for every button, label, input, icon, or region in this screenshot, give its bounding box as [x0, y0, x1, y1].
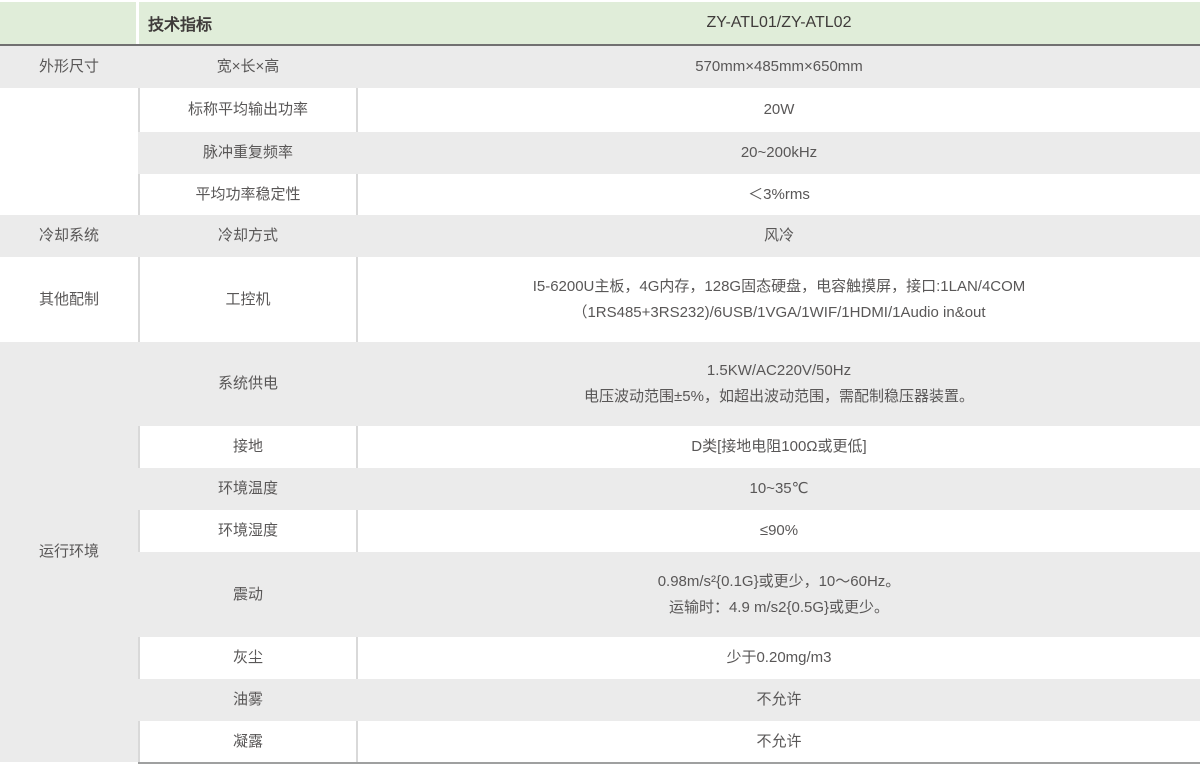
param-cell-text: 工控机	[225, 290, 271, 308]
header-model-cell: ZY-ATL01/ZY-ATL02	[358, 2, 1200, 44]
category-cell: 外形尺寸	[0, 46, 138, 88]
category-cell-text: 其他配制	[38, 290, 99, 308]
value-cell: 不允许	[358, 679, 1200, 721]
value-cell-text: ≤90%	[759, 522, 799, 539]
value-cell-text: D类[接地电阻100Ω或更低]	[691, 438, 867, 455]
table-header: 技术指标 ZY-ATL01/ZY-ATL02	[0, 2, 1200, 44]
param-cell: 宽×长×高	[138, 46, 358, 88]
param-cell-text: 震动	[232, 585, 263, 603]
param-cell-text: 凝露	[232, 732, 263, 750]
category-cell-text: 冷却系统	[38, 227, 99, 244]
param-cell-text: 宽×长×高	[216, 58, 280, 75]
param-cell-text: 系统供电	[217, 375, 278, 392]
value-cell-text: 20~200kHz	[740, 144, 818, 161]
value-cell-text: 0.98m/s²{0.1G}或更少，10～60Hz。	[657, 572, 901, 590]
value-cell-text: 10~35℃	[749, 480, 809, 497]
value-cell: 10~35℃	[358, 468, 1200, 510]
param-cell: 环境湿度	[138, 510, 358, 552]
param-cell: 震动	[138, 552, 358, 637]
value-cell: 20~200kHz	[358, 132, 1200, 174]
param-cell-text: 平均功率稳定性	[195, 185, 301, 203]
category-cell	[0, 88, 138, 215]
category-cell-text: 运行环境	[38, 543, 99, 560]
param-cell: 平均功率稳定性	[138, 174, 358, 215]
value-cell: 20W	[358, 88, 1200, 132]
value-cell: 570mm×485mm×650mm	[358, 46, 1200, 88]
param-cell: 冷却方式	[138, 215, 358, 257]
value-cell: D类[接地电阻100Ω或更低]	[358, 426, 1200, 468]
value-cell-text: ＜3%rms	[748, 185, 810, 203]
param-cell-text: 冷却方式	[217, 227, 278, 244]
param-cell-text: 脉冲重复频率	[202, 144, 293, 161]
category-cell: 运行环境	[0, 342, 138, 762]
value-cell-text: 1.5KW/AC220V/50Hz	[706, 362, 852, 379]
header-title-cell: 技术指标	[139, 2, 358, 44]
value-cell-text: 少于0.20mg/m3	[726, 649, 832, 666]
category-cell: 冷却系统	[0, 215, 138, 257]
param-cell: 工控机	[138, 257, 358, 342]
param-cell-text: 标称平均输出功率	[187, 101, 308, 118]
value-cell-text: 不允许	[756, 691, 802, 708]
category-cell: 其他配制	[0, 257, 138, 342]
param-cell: 脉冲重复频率	[138, 132, 358, 174]
table-title: 技术指标	[148, 17, 213, 34]
value-cell: 0.98m/s²{0.1G}或更少，10～60Hz。 运输时：4.9 m/s2{0…	[358, 552, 1200, 637]
param-cell-text: 灰尘	[232, 649, 263, 666]
param-cell: 标称平均输出功率	[138, 88, 358, 132]
value-cell: ＜3%rms	[358, 174, 1200, 215]
param-cell: 接地	[138, 426, 358, 468]
value-cell: ≤90%	[358, 510, 1200, 552]
param-cell: 凝露	[138, 721, 358, 762]
category-cell-text: 外形尺寸	[38, 58, 99, 75]
param-cell-text: 油雾	[232, 691, 263, 708]
param-cell-text: 环境湿度	[217, 522, 278, 539]
value-cell-text: 电压波动范围±5%，如超出波动范围，需配制稳压器装置。	[584, 388, 974, 405]
value-cell-text: 不允许	[756, 732, 802, 750]
value-cell-text: 运输时：4.9 m/s2{0.5G}或更少。	[668, 598, 890, 616]
param-cell-text: 环境温度	[217, 480, 278, 497]
value-cell: 风冷	[358, 215, 1200, 257]
value-cell-text: 570mm×485mm×650mm	[695, 58, 863, 75]
model-label: ZY-ATL01/ZY-ATL02	[706, 14, 852, 31]
param-cell: 环境温度	[138, 468, 358, 510]
param-cell: 油雾	[138, 679, 358, 721]
value-cell-text: 20W	[763, 101, 795, 118]
value-cell-text: I5-6200U主板，4G内存，128G固态硬盘，电容触摸屏，接口:1LAN/4…	[532, 277, 1026, 295]
value-cell-text: 风冷	[763, 227, 794, 244]
value-cell: 少于0.20mg/m3	[358, 637, 1200, 679]
value-cell-text: （1RS485+3RS232)/6USB/1VGA/1WIF/1HDMI/1Au…	[572, 303, 986, 321]
header-rule	[0, 44, 1200, 46]
header-spacer-cell	[0, 2, 136, 44]
value-cell: 1.5KW/AC220V/50Hz 电压波动范围±5%，如超出波动范围，需配制稳压…	[358, 342, 1200, 426]
bottom-rule	[138, 762, 1200, 764]
value-cell: I5-6200U主板，4G内存，128G固态硬盘，电容触摸屏，接口:1LAN/4…	[358, 257, 1200, 342]
value-cell: 不允许	[358, 721, 1200, 762]
param-cell: 灰尘	[138, 637, 358, 679]
header-column-divider	[136, 2, 139, 44]
param-cell-text: 接地	[232, 438, 263, 455]
spec-table-body: 外形尺寸 宽×长×高 570mm×485mm×650mm 标称平均输出功率 20W 脉冲重…	[0, 46, 1200, 762]
param-cell: 系统供电	[138, 342, 358, 426]
